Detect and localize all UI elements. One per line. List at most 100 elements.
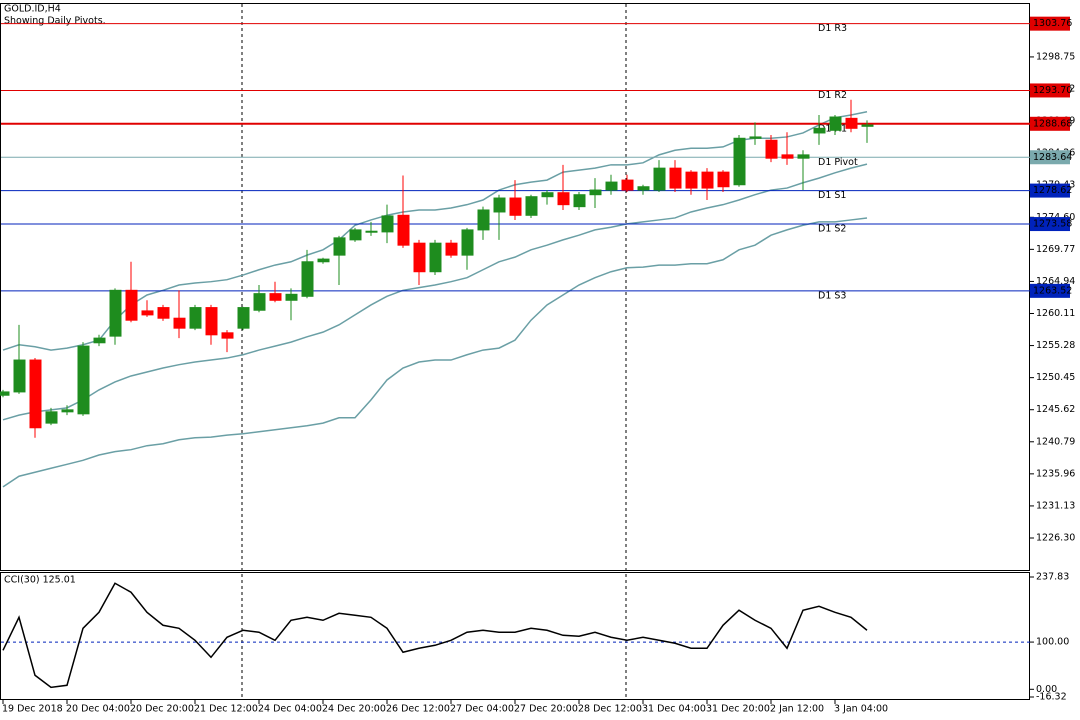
price-tag <box>1030 83 1070 98</box>
price-tag-label: 1273.58 <box>1033 219 1072 230</box>
candle-body <box>797 154 810 159</box>
cci-frame <box>0 572 1030 700</box>
cci-title: CCI(30) 125.01 <box>4 575 76 586</box>
x-tick-label: 24 Dec 20:00 <box>322 704 386 715</box>
candle-body <box>589 189 602 196</box>
candle-body <box>605 181 618 191</box>
x-tick-label: 31 Dec 20:00 <box>706 704 770 715</box>
pivot-name: D1 S2 <box>818 224 846 235</box>
candle-body <box>781 154 794 159</box>
candle-body <box>701 171 714 189</box>
pivot-name: D1 S3 <box>818 290 846 301</box>
candle-body <box>93 337 106 344</box>
candle-body <box>717 171 730 188</box>
x-tick-label: 27 Dec 04:00 <box>450 704 514 715</box>
candle-body <box>301 261 314 297</box>
candle-body <box>253 293 266 311</box>
candle-body <box>413 242 426 273</box>
price-tag <box>1030 183 1070 198</box>
x-tick-label: 24 Dec 04:00 <box>258 704 322 715</box>
price-tag <box>1030 16 1070 31</box>
candle-body <box>173 317 186 329</box>
price-tag-label: 1283.64 <box>1033 152 1072 163</box>
y-tick-label: 1260.11 <box>1036 308 1075 319</box>
x-tick-label: 3 Jan 04:00 <box>834 704 888 715</box>
candle-body <box>477 209 490 231</box>
x-tick-label: 31 Dec 04:00 <box>642 704 706 715</box>
y-tick-label: 237.83 <box>1036 572 1069 583</box>
candle-body <box>397 214 410 246</box>
candle-body <box>13 359 26 393</box>
candle-body <box>685 171 698 189</box>
candle-body <box>429 242 442 273</box>
y-tick-label: 1245.62 <box>1036 404 1075 415</box>
x-tick-label: 28 Dec 12:00 <box>578 704 642 715</box>
x-tick-label: 20 Dec 20:00 <box>130 704 194 715</box>
y-tick-label: 0.00 <box>1036 684 1057 695</box>
candle-body <box>509 197 522 216</box>
candle-body <box>285 293 298 301</box>
candle-body <box>157 307 170 319</box>
y-tick-label: 1250.45 <box>1036 372 1075 383</box>
candle-body <box>749 136 762 139</box>
band-line <box>2 163 868 421</box>
candle-body <box>269 293 282 301</box>
candle-body <box>45 411 58 424</box>
y-tick-label: 1240.79 <box>1036 436 1075 447</box>
y-tick-label: 1231.13 <box>1036 500 1075 511</box>
cci-line <box>2 582 868 689</box>
candle-body <box>189 307 202 329</box>
price-tag-label: 1293.70 <box>1033 85 1072 96</box>
candle-body <box>493 197 506 213</box>
candle-body <box>109 289 122 337</box>
candle-body <box>445 242 458 256</box>
candle-body <box>125 289 138 321</box>
band-line <box>2 217 868 488</box>
band-line <box>2 110 868 351</box>
candle-body <box>829 116 842 131</box>
candle-body <box>0 391 10 396</box>
candle-body <box>29 359 42 429</box>
price-tag-label: 1278.62 <box>1033 185 1072 196</box>
x-tick-label: 21 Dec 12:00 <box>194 704 258 715</box>
price-tag <box>1030 150 1070 165</box>
candle-body <box>573 194 586 208</box>
candle-body <box>621 179 634 191</box>
candle-body <box>221 332 234 339</box>
candle-body <box>317 258 330 263</box>
candle-body <box>733 137 746 186</box>
y-tick-label: 100.00 <box>1036 637 1069 648</box>
x-tick-label: 2 Jan 12:00 <box>770 704 824 715</box>
candle-body <box>381 215 394 233</box>
y-tick-label: 1269.77 <box>1036 244 1075 255</box>
price-tag-label: 1303.76 <box>1033 18 1072 29</box>
candle-body <box>237 307 250 329</box>
price-tag <box>1030 283 1070 298</box>
candle-body <box>541 192 554 198</box>
candle-body <box>813 127 826 134</box>
pivot-name: D1 R2 <box>818 90 847 101</box>
candle-body <box>77 345 90 415</box>
candle-body <box>557 192 570 206</box>
candle-body <box>61 409 74 413</box>
candle-body <box>653 167 666 191</box>
candle-body <box>461 229 474 256</box>
x-tick-label: 20 Dec 04:00 <box>66 704 130 715</box>
y-tick-label: 1298.75 <box>1036 51 1075 62</box>
chart-subtitle: Showing Daily Pivots. <box>4 16 106 27</box>
x-tick-label: 19 Dec 2018 <box>2 704 63 715</box>
y-tick-label: 1264.94 <box>1036 276 1075 287</box>
x-tick-label: 27 Dec 20:00 <box>514 704 578 715</box>
candle-body <box>765 139 778 159</box>
candle-body <box>861 124 874 127</box>
candle-body <box>333 237 346 256</box>
candle-body <box>845 117 858 129</box>
price-tag-label: 1263.52 <box>1033 285 1072 296</box>
price-tag-label: 1288.68 <box>1033 118 1072 129</box>
candle-body <box>349 229 362 241</box>
y-tick-label: 1235.96 <box>1036 468 1075 479</box>
candle-body <box>365 230 378 233</box>
x-tick-label: 26 Dec 12:00 <box>386 704 450 715</box>
candle-body <box>525 196 538 216</box>
